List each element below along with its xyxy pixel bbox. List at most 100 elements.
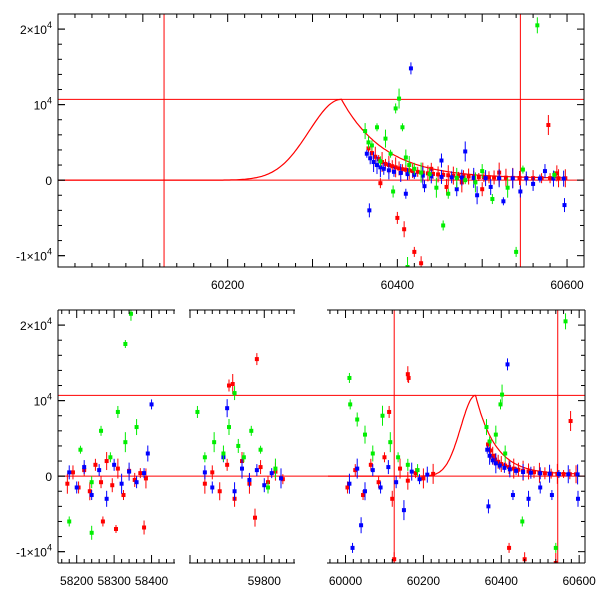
- data-point: [369, 150, 374, 155]
- data-point: [497, 176, 502, 181]
- data-point: [486, 175, 491, 180]
- data-point: [575, 472, 580, 477]
- data-point: [409, 469, 414, 474]
- data-point: [112, 462, 117, 467]
- data-point: [553, 545, 558, 550]
- data-point: [249, 428, 254, 433]
- data-point: [408, 66, 413, 71]
- data-point: [230, 382, 235, 387]
- data-point: [67, 470, 72, 475]
- segment-points-2: [345, 313, 580, 563]
- axis-break: [295, 309, 327, 311]
- data-point: [210, 485, 215, 490]
- data-point: [221, 451, 226, 456]
- y-tick-label: 2×104: [20, 316, 52, 333]
- data-point: [149, 402, 154, 407]
- data-point: [542, 169, 547, 174]
- data-point: [378, 165, 383, 170]
- data-point: [400, 125, 405, 130]
- data-point: [388, 151, 393, 156]
- data-point: [405, 172, 410, 177]
- data-point: [89, 530, 94, 535]
- data-point: [388, 440, 393, 445]
- data-point: [398, 466, 403, 471]
- data-point: [538, 485, 543, 490]
- data-point: [258, 465, 263, 470]
- data-point: [115, 466, 120, 471]
- data-point: [104, 459, 109, 464]
- data-point: [123, 440, 128, 445]
- data-point: [376, 480, 381, 485]
- data-point: [561, 472, 566, 477]
- data-point: [347, 375, 352, 380]
- data-point: [531, 470, 536, 475]
- series-group-top: [363, 17, 568, 267]
- data-point: [454, 175, 459, 180]
- data-point: [471, 175, 476, 180]
- data-point: [67, 519, 72, 524]
- data-point: [492, 175, 497, 180]
- data-point: [563, 319, 568, 324]
- data-point: [393, 106, 398, 111]
- data-point: [566, 472, 571, 477]
- data-point: [487, 439, 492, 444]
- data-point: [266, 485, 270, 490]
- x-tick-label: 58400: [135, 574, 169, 588]
- data-point: [362, 432, 367, 437]
- data-point: [514, 468, 519, 473]
- segment-points-1: [195, 353, 285, 527]
- data-point: [514, 249, 519, 254]
- data-point: [397, 96, 402, 101]
- data-point: [78, 447, 83, 452]
- data-point: [380, 413, 385, 418]
- axis-break: [175, 562, 189, 564]
- data-point: [476, 174, 481, 179]
- data-point: [143, 476, 148, 481]
- data-point: [419, 261, 424, 266]
- data-point: [401, 508, 406, 513]
- data-point: [232, 391, 237, 396]
- data-point: [247, 477, 252, 482]
- data-point: [110, 483, 115, 488]
- data-point: [394, 480, 399, 485]
- data-point: [493, 461, 498, 466]
- data-point: [520, 519, 525, 524]
- data-point: [258, 447, 263, 452]
- data-point: [575, 496, 580, 501]
- data-point: [421, 476, 426, 481]
- data-point: [359, 523, 364, 528]
- data-point: [552, 172, 557, 177]
- data-point: [400, 167, 405, 172]
- data-point: [378, 485, 383, 490]
- x-tick-label: 60000: [329, 574, 363, 588]
- data-point: [473, 180, 478, 185]
- data-point: [99, 428, 104, 433]
- bottom-panel: 58200 58300 58400 59800 60000 60200 60400 60600…: [16, 309, 596, 588]
- data-point: [419, 170, 424, 175]
- data-point: [114, 527, 118, 532]
- data-point: [254, 357, 259, 362]
- data-point: [537, 176, 542, 181]
- data-point: [134, 480, 139, 485]
- data-point: [392, 557, 397, 562]
- data-point: [227, 425, 231, 430]
- data-point: [350, 545, 355, 550]
- axis-break: [295, 562, 327, 564]
- data-point: [93, 462, 98, 467]
- data-point: [493, 432, 498, 437]
- data-point: [487, 453, 492, 458]
- data-point: [490, 453, 495, 458]
- data-point: [403, 155, 408, 160]
- data-point: [355, 417, 360, 422]
- data-point: [415, 169, 420, 174]
- data-point: [236, 443, 241, 448]
- data-point: [427, 172, 432, 177]
- data-point: [568, 419, 573, 424]
- data-point: [412, 172, 417, 177]
- data-point: [549, 493, 554, 498]
- x-tick-label: 60400: [381, 278, 415, 292]
- data-point: [366, 140, 371, 145]
- data-point: [459, 175, 464, 180]
- data-point: [367, 208, 372, 213]
- model-curve: [58, 98, 568, 181]
